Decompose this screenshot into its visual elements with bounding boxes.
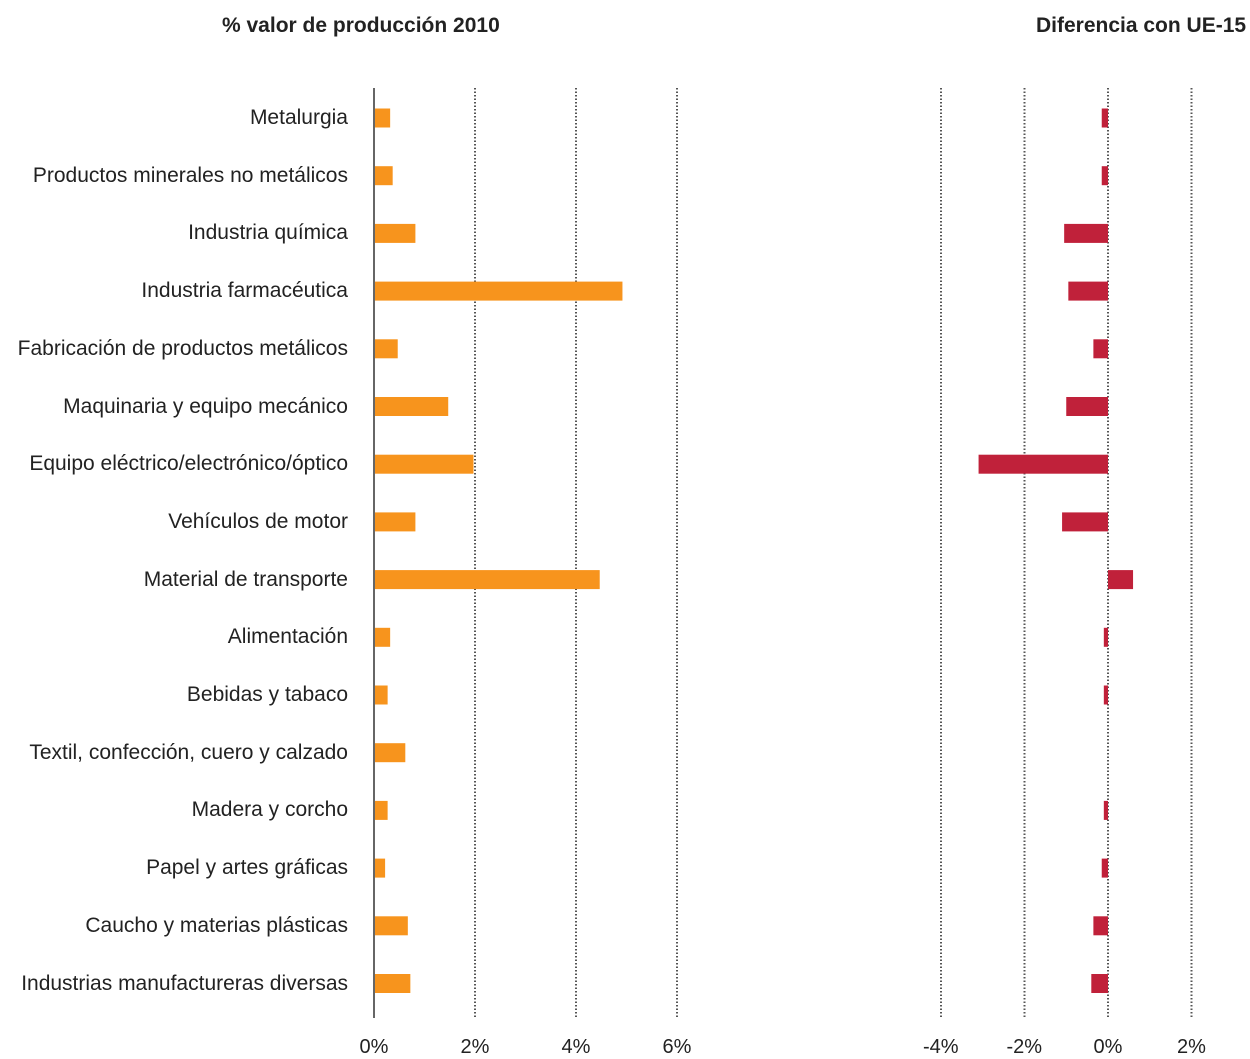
category-label: Maquinaria y equipo mecánico	[63, 394, 348, 418]
left-bar-11	[375, 743, 406, 763]
left-panel-title: % valor de producción 2010	[222, 14, 500, 37]
category-label: Papel y artes gráficas	[146, 856, 348, 880]
right-bar-5	[1066, 397, 1108, 416]
category-label: Metalurgia	[249, 106, 348, 129]
left-bar-13	[375, 858, 386, 878]
category-label: Material de transporte	[143, 567, 348, 591]
left-bar-14	[375, 916, 408, 936]
left-bar-5	[375, 397, 449, 416]
category-label: Madera y corcho	[191, 798, 348, 822]
right-tick-label: -4%	[923, 1036, 959, 1058]
left-bar-6	[375, 454, 474, 474]
category-label: Textil, confección, cuero y calzado	[29, 740, 348, 764]
left-bar-4	[375, 339, 398, 359]
category-label: Alimentación	[227, 625, 348, 649]
left-bar-7	[375, 512, 416, 532]
left-bar-10	[375, 685, 388, 705]
left-tick-label: 0%	[359, 1036, 389, 1058]
right-bar-15	[1091, 974, 1108, 993]
left-tick-label: 2%	[460, 1036, 490, 1058]
right-bar-9	[1103, 627, 1108, 647]
right-bar-14	[1093, 916, 1108, 936]
left-bar-2	[375, 223, 416, 243]
left-tick-label: 6%	[662, 1036, 692, 1058]
right-tick-label: 2%	[1177, 1036, 1206, 1058]
right-bar-13	[1101, 858, 1108, 878]
right-bar-1	[1101, 166, 1108, 186]
category-label: Industria química	[188, 221, 348, 245]
left-tick-label: 4%	[561, 1036, 591, 1058]
category-label: Fabricación de productos metálicos	[17, 336, 348, 360]
category-label: Industria farmacéutica	[141, 279, 348, 303]
right-panel-title: Diferencia con UE-15	[1036, 14, 1247, 37]
right-bar-0	[1101, 108, 1108, 128]
right-bar-7	[1062, 512, 1108, 532]
left-bar-3	[375, 281, 623, 301]
left-bar-8	[375, 570, 600, 590]
category-label: Bebidas y tabaco	[186, 683, 348, 706]
left-bar-1	[375, 166, 393, 186]
category-label: Caucho y materias plásticas	[85, 913, 348, 937]
right-bar-8	[1108, 570, 1134, 590]
right-tick-label: 0%	[1093, 1036, 1123, 1058]
left-bar-15	[375, 974, 411, 993]
right-bar-12	[1103, 800, 1108, 820]
right-bar-3	[1068, 281, 1108, 301]
left-bar-9	[375, 627, 391, 647]
right-bar-4	[1093, 339, 1108, 359]
left-bar-0	[375, 108, 391, 128]
right-tick-label: -2%	[1006, 1036, 1043, 1058]
category-label: Equipo eléctrico/electrónico/óptico	[29, 452, 348, 476]
category-label: Vehículos de motor	[168, 509, 348, 533]
left-bar-12	[375, 800, 388, 820]
right-bar-6	[978, 454, 1108, 474]
right-bar-2	[1064, 223, 1108, 243]
category-label: Productos minerales no metálicos	[32, 163, 348, 187]
category-label: Industrias manufactureras diversas	[21, 971, 348, 995]
right-bar-10	[1103, 685, 1108, 705]
